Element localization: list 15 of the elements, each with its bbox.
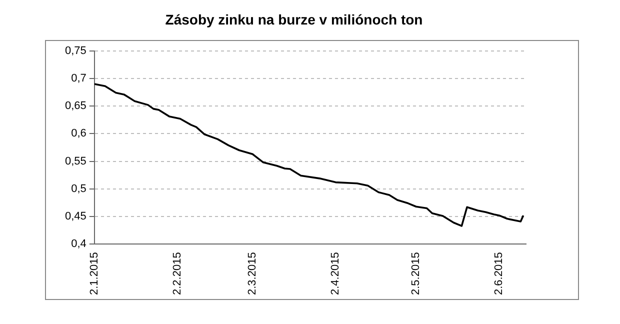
y-tick-label: 0,55 [64,155,86,168]
y-tick-label: 0,7 [71,72,86,84]
x-tick-label: 2.2.2015 [172,252,184,296]
x-tick-label: 2.5.2015 [410,252,422,296]
chart-title: Zásoby zinku na burze v miliónoch ton [165,11,423,28]
x-tick-label: 2.6.2015 [493,252,506,296]
y-tick-label: 0,65 [64,100,86,112]
x-tick-label: 2.3.2015 [246,252,259,296]
y-tick-label: 0,4 [71,238,86,250]
y-tick-label: 0,6 [71,128,86,140]
x-tick-label: 2.4.2015 [330,252,342,296]
y-tick-label: 0,5 [71,182,86,195]
y-tick-label: 0,45 [64,210,86,223]
x-tick-label: 2.1.2015 [88,252,100,296]
y-tick-label: 0,75 [64,44,86,57]
